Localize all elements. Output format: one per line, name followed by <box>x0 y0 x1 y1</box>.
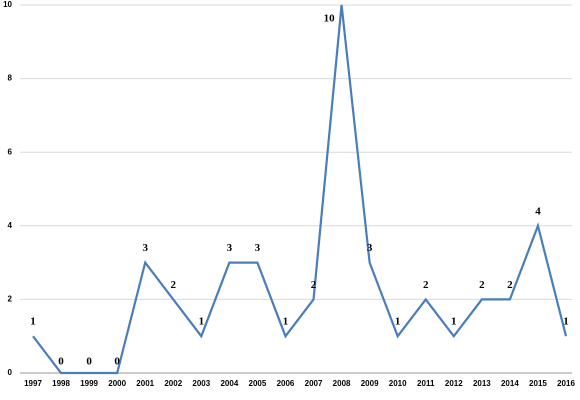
x-tick-label: 2004 <box>220 379 238 388</box>
x-tick-label: 2014 <box>501 379 519 388</box>
x-tick-label: 2012 <box>445 379 463 388</box>
x-tick-label: 2008 <box>333 379 351 388</box>
x-tick-label: 2005 <box>249 379 267 388</box>
x-tick-label: 2010 <box>389 379 407 388</box>
y-tick-label: 8 <box>8 74 13 83</box>
x-tick-label: 2013 <box>473 379 491 388</box>
data-label: 0 <box>86 356 92 368</box>
data-label: 0 <box>114 356 120 368</box>
data-label: 1 <box>395 316 401 328</box>
data-label: 0 <box>58 356 64 368</box>
data-label: 2 <box>479 279 485 291</box>
data-label: 3 <box>255 242 261 254</box>
data-label: 3 <box>142 242 148 254</box>
data-label: 2 <box>171 279 177 291</box>
x-tick-label: 2016 <box>557 379 575 388</box>
x-tick-label: 1999 <box>80 379 98 388</box>
x-tick-label: 2002 <box>164 379 182 388</box>
data-label: 4 <box>535 205 541 217</box>
data-label: 1 <box>283 316 289 328</box>
data-label: 2 <box>507 279 513 291</box>
x-tick-label: 1998 <box>52 379 70 388</box>
x-tick-label: 2001 <box>136 379 154 388</box>
x-tick-label: 1997 <box>24 379 42 388</box>
x-tick-label: 2009 <box>361 379 379 388</box>
y-tick-label: 2 <box>8 295 13 304</box>
data-label: 10 <box>324 13 336 25</box>
data-label: 3 <box>367 242 373 254</box>
data-label: 1 <box>30 316 36 328</box>
data-label: 1 <box>451 316 457 328</box>
y-tick-label: 6 <box>8 147 13 156</box>
x-tick-label: 2011 <box>417 379 435 388</box>
line <box>32 4 568 375</box>
x-tick-label: 2015 <box>529 379 547 388</box>
y-tick-label: 0 <box>8 368 13 377</box>
data-label: 1 <box>199 316 205 328</box>
data-label: 3 <box>227 242 233 254</box>
y-tick-label: 10 <box>3 0 12 9</box>
y-tick-label: 4 <box>8 221 13 230</box>
x-tick-label: 2000 <box>108 379 126 388</box>
data-label: 1 <box>563 316 569 328</box>
data-label: 2 <box>311 279 317 291</box>
x-tick-label: 2007 <box>305 379 323 388</box>
x-tick-label: 2006 <box>277 379 295 388</box>
x-tick-label: 2003 <box>192 379 210 388</box>
data-label: 2 <box>423 279 429 291</box>
